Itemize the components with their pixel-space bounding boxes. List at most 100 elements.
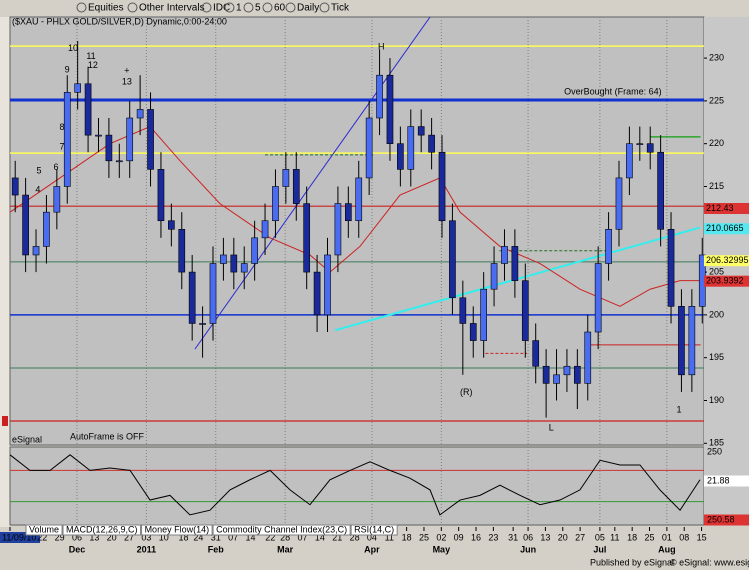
rsi-line <box>9 454 701 516</box>
price-tag <box>704 223 749 235</box>
y-tick-label: 220 <box>709 138 724 148</box>
x-tick-label: 08 <box>679 532 689 542</box>
x-tick-label: 28 <box>350 532 360 542</box>
tab-box[interactable] <box>212 524 351 536</box>
y-tick-label: 190 <box>709 395 724 405</box>
candle-body <box>136 109 144 119</box>
candle-body <box>209 263 217 324</box>
x-tick-label: 29 <box>55 532 65 542</box>
x-tick-label: 25 <box>645 532 655 542</box>
tab-label[interactable]: MACD(12,26,9,C) <box>66 524 138 534</box>
x-tick-label: 05 <box>595 532 605 542</box>
candle-body <box>84 83 92 136</box>
candle-body <box>220 254 227 264</box>
x-tick-label: 31 <box>211 532 221 542</box>
trend-line <box>194 17 431 350</box>
x-month-label: Jul <box>593 544 606 554</box>
tab-box[interactable] <box>25 524 63 536</box>
rsi-tag-label: 250 <box>707 446 722 456</box>
x-tick-label: 06 <box>523 532 533 542</box>
toolbar-item[interactable]: 60 <box>274 3 286 14</box>
candle-body <box>178 228 186 273</box>
tab-box[interactable] <box>62 524 142 536</box>
toolbar-item[interactable]: 5 <box>255 3 261 14</box>
toolbar-item[interactable]: 1 <box>236 3 242 14</box>
annotation: 12 <box>88 60 98 70</box>
candle-body <box>188 271 196 324</box>
candle-body <box>553 374 560 384</box>
candle-body <box>157 169 165 222</box>
toolbar-item[interactable]: Other Intervals <box>139 3 205 14</box>
candle-body <box>636 143 644 145</box>
toolbar-button[interactable] <box>319 2 330 13</box>
candle-body <box>594 263 602 333</box>
tab[interactable]: Money Flow(14) <box>141 524 213 536</box>
x-tick-label: 18 <box>178 532 188 542</box>
annotation: 5 <box>36 165 41 175</box>
x-tick-label: 07 <box>228 532 238 542</box>
y-tick-label: 215 <box>709 181 724 191</box>
price-tag <box>704 255 749 267</box>
tab[interactable]: RSI(14,C) <box>350 524 398 536</box>
tab-box[interactable] <box>350 524 398 536</box>
tab-label[interactable]: Commodity Channel Index(23,C) <box>216 524 347 534</box>
rsi-tag-label: 21.88 <box>707 475 730 485</box>
toolbar-button[interactable] <box>285 2 296 13</box>
annotation: (R) <box>460 387 473 397</box>
candle-body <box>678 306 685 376</box>
annotation: 8 <box>60 122 65 132</box>
annotation: 4 <box>35 184 40 194</box>
x-tick-label: 02 <box>436 532 446 542</box>
price-tag-label: 206.32995 <box>706 255 749 265</box>
toolbar-item[interactable]: Tick <box>331 3 350 14</box>
tab-label[interactable]: RSI(14,C) <box>354 524 394 534</box>
toolbar-button[interactable] <box>224 2 235 13</box>
toolbar-button[interactable] <box>243 2 254 13</box>
tab-label[interactable]: Volume <box>29 524 59 534</box>
x-tick-label: 13 <box>89 532 99 542</box>
x-tick-label: 09 <box>454 532 464 542</box>
candle-body <box>438 151 446 222</box>
toolbar-item[interactable]: Daily <box>297 3 319 14</box>
candle-body <box>365 117 373 179</box>
x-tick-label: 21 <box>332 532 342 542</box>
tab[interactable]: Commodity Channel Index(23,C) <box>212 524 351 536</box>
candle-body <box>574 365 581 384</box>
candle-body <box>386 74 394 144</box>
candle-body <box>615 177 623 230</box>
annotation: 13 <box>122 76 132 86</box>
annotation: H <box>378 41 385 51</box>
footer <box>0 556 749 570</box>
candle-body <box>501 246 508 264</box>
tab-box[interactable] <box>141 524 213 536</box>
annotation: OverBought (Frame: 64) <box>564 87 662 97</box>
toolbar-item[interactable]: Equities <box>88 3 124 14</box>
toolbar-button[interactable] <box>262 2 273 13</box>
toolbar-button[interactable] <box>201 2 212 13</box>
tab-label[interactable]: Money Flow(14) <box>145 524 210 534</box>
rsi-tag <box>704 475 749 487</box>
candle-body <box>542 365 550 384</box>
tab[interactable]: MACD(12,26,9,C) <box>62 524 142 536</box>
footer-text: © eSignal: www.esignal.com <box>670 557 749 567</box>
candle-body <box>480 288 487 341</box>
candle-body <box>334 203 342 256</box>
candle-body <box>428 134 435 153</box>
candle-body <box>32 246 40 256</box>
candle-body <box>43 211 50 247</box>
annotation: + <box>124 65 129 75</box>
x-tick-label: 14 <box>245 532 255 542</box>
toolbar-button[interactable] <box>76 2 87 13</box>
tab[interactable]: Volume <box>25 524 63 536</box>
candle-body <box>324 254 331 316</box>
y-tick-label: 200 <box>709 309 724 319</box>
toolbar <box>0 0 749 16</box>
x-tick-label: 15 <box>697 532 707 542</box>
candle-body <box>657 151 664 230</box>
y-tick-label: 205 <box>709 266 724 276</box>
toolbar-item[interactable]: IDC <box>213 3 230 14</box>
toolbar-button[interactable] <box>127 2 138 13</box>
x-month-label: Jun <box>520 544 536 554</box>
candle-body <box>230 254 238 273</box>
x-tick-label: 07 <box>298 532 308 542</box>
